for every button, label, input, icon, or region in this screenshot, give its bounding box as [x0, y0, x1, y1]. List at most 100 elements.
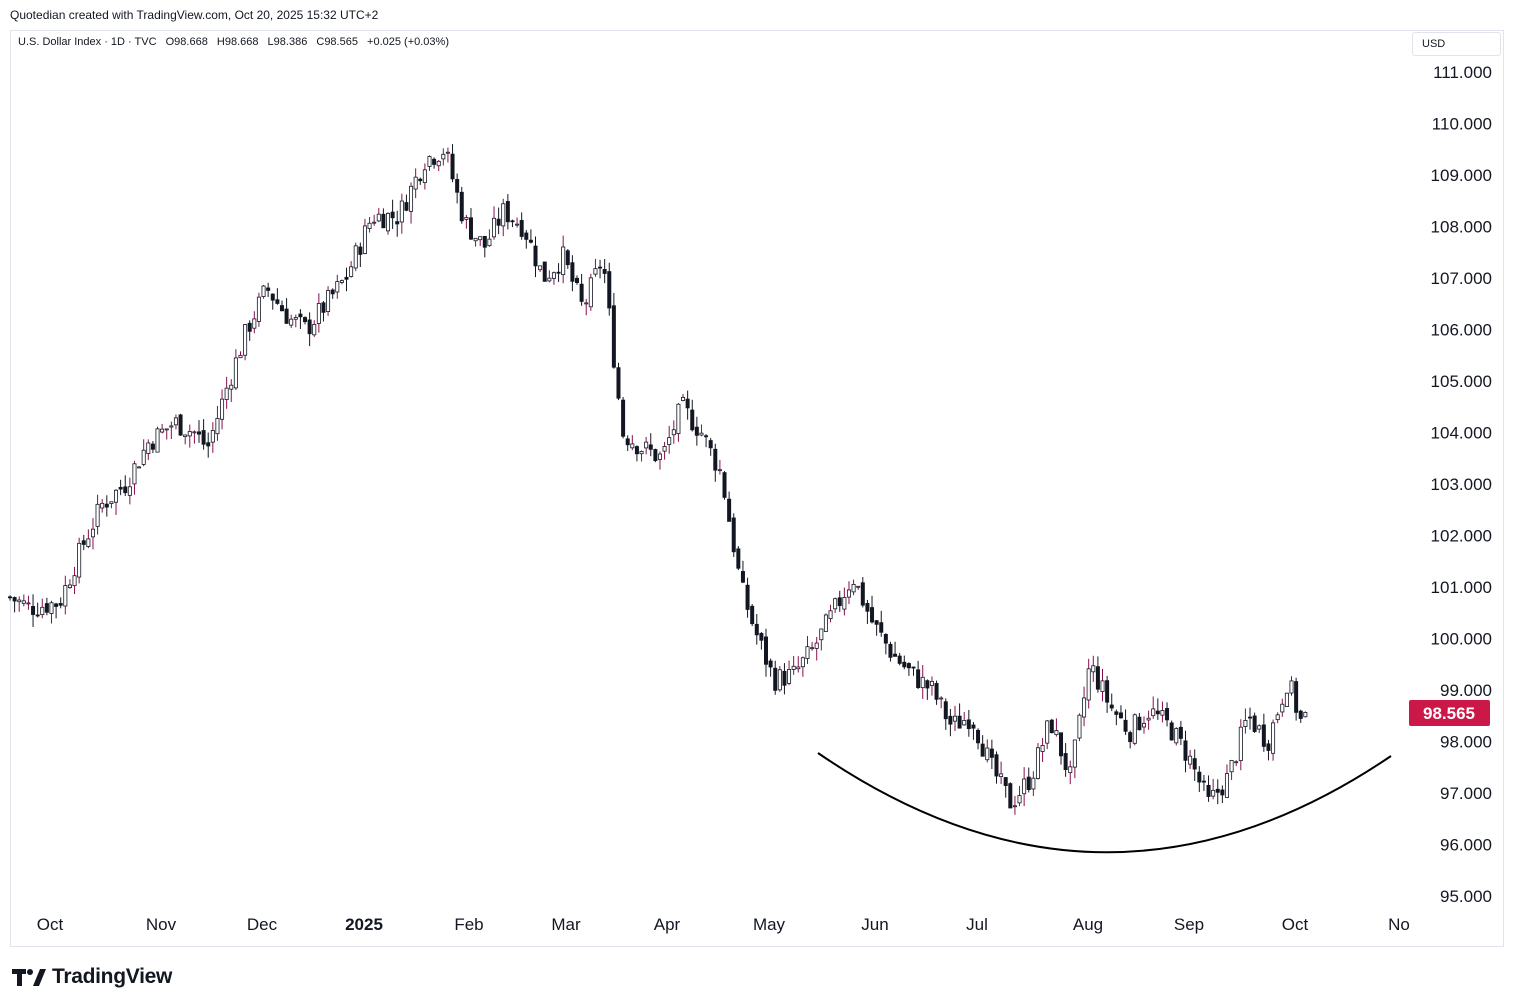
- candle-up: [920, 676, 925, 689]
- candle-down: [358, 246, 363, 255]
- candle-down: [298, 313, 303, 318]
- candle-down: [35, 614, 40, 617]
- candle-up: [953, 715, 958, 722]
- y-tick-label: 110.000: [1432, 115, 1492, 134]
- candle-down: [976, 729, 981, 744]
- symbol-legend[interactable]: U.S. Dollar Index · 1D · TVC O98.668 H98…: [18, 36, 455, 48]
- candle-up: [487, 238, 492, 247]
- candle-up: [436, 160, 441, 167]
- candle-down: [418, 178, 423, 182]
- candle-up: [252, 318, 257, 329]
- candle-down: [432, 158, 437, 165]
- candle-down: [118, 486, 123, 490]
- candle-up: [1257, 725, 1262, 730]
- candle-down: [916, 669, 921, 688]
- candle-down: [150, 443, 155, 450]
- candle-up: [90, 528, 95, 538]
- legend-close: C98.565: [316, 36, 358, 48]
- legend-symbol[interactable]: U.S. Dollar Index · 1D · TVC: [18, 36, 157, 48]
- candle-up: [1091, 665, 1096, 673]
- candle-down: [524, 232, 529, 240]
- candle-down: [745, 584, 750, 610]
- y-tick-label: 103.000: [1431, 475, 1492, 494]
- candle-up: [644, 441, 649, 449]
- candle-down: [7, 596, 12, 599]
- candle-down: [607, 271, 612, 309]
- candle-down: [528, 239, 533, 243]
- candle-up: [999, 773, 1004, 777]
- candle-down: [570, 262, 575, 282]
- candle-down: [966, 719, 971, 729]
- candle-up: [1017, 795, 1022, 804]
- x-tick-label: Oct: [37, 915, 64, 934]
- candle-down: [533, 245, 538, 267]
- candle-up: [492, 217, 497, 238]
- tradingview-logo[interactable]: TradingView: [12, 965, 172, 989]
- candle-up: [155, 428, 160, 453]
- candle-up: [478, 236, 483, 241]
- candle-down: [565, 250, 570, 266]
- candle-up: [842, 597, 847, 610]
- chart-attribution: Quotedian created with TradingView.com, …: [10, 8, 379, 22]
- candle-down: [598, 266, 603, 269]
- candle-down: [1123, 719, 1128, 732]
- candle-up: [372, 221, 377, 224]
- candle-down: [759, 632, 764, 641]
- candle-down: [860, 582, 865, 606]
- candle-down: [1114, 711, 1119, 715]
- x-tick-label: Sep: [1174, 915, 1204, 934]
- candle-down: [879, 622, 884, 633]
- candle-up: [427, 156, 432, 167]
- candle-down: [653, 449, 658, 462]
- candle-down: [934, 683, 939, 700]
- candle-up: [515, 223, 520, 226]
- candle-up: [289, 318, 294, 326]
- candle-down: [279, 305, 284, 312]
- candle-down: [381, 213, 386, 229]
- candle-down: [897, 655, 902, 664]
- candle-down: [727, 498, 732, 522]
- candle-down: [510, 220, 515, 223]
- candle-down: [782, 670, 787, 686]
- y-tick-label: 109.000: [1431, 166, 1492, 185]
- candle-up: [1031, 777, 1036, 790]
- candle-down: [123, 486, 128, 494]
- y-tick-label: 99.000: [1440, 681, 1492, 700]
- candle-down: [58, 603, 63, 606]
- candle-up: [1077, 714, 1082, 739]
- candle-down: [768, 660, 773, 668]
- candle-up: [1012, 805, 1017, 808]
- candle-up: [551, 272, 556, 279]
- last-price-label: 98.565: [1423, 704, 1475, 723]
- candle-down: [270, 293, 275, 301]
- legend-high: H98.668: [216, 36, 259, 48]
- candle-down: [307, 319, 312, 335]
- currency-selector[interactable]: USD: [1412, 32, 1501, 56]
- candle-down: [1003, 777, 1008, 786]
- candle-up: [791, 665, 796, 670]
- candle-up: [717, 469, 722, 472]
- candle-up: [109, 501, 114, 504]
- candle-down: [468, 217, 473, 240]
- rounding-bottom-curve: [817, 752, 1392, 854]
- candle-up: [146, 442, 151, 455]
- candle-down: [740, 571, 745, 583]
- candle-down: [482, 235, 487, 248]
- last-price-tag: 98.565: [1409, 700, 1490, 726]
- candle-down: [754, 623, 759, 636]
- price-axis[interactable]: 111.000 110.000 109.000 108.000 107.000 106.0…: [1431, 63, 1492, 906]
- candle-down: [275, 299, 280, 304]
- candle-up: [547, 277, 552, 282]
- time-axis[interactable]: Oct Nov Dec 2025 Feb Mar Apr May Jun Jul Aug Sep Oct…: [37, 915, 1410, 934]
- candle-down: [395, 221, 400, 225]
- candle-down: [893, 653, 898, 657]
- candle-up: [316, 303, 321, 324]
- candle-down: [865, 603, 870, 612]
- candle-down: [556, 271, 561, 274]
- candle-up: [985, 747, 990, 761]
- candle-down: [496, 218, 501, 226]
- candle-up: [1151, 708, 1156, 717]
- candle-down: [284, 308, 289, 324]
- y-tick-label: 101.000: [1431, 578, 1492, 597]
